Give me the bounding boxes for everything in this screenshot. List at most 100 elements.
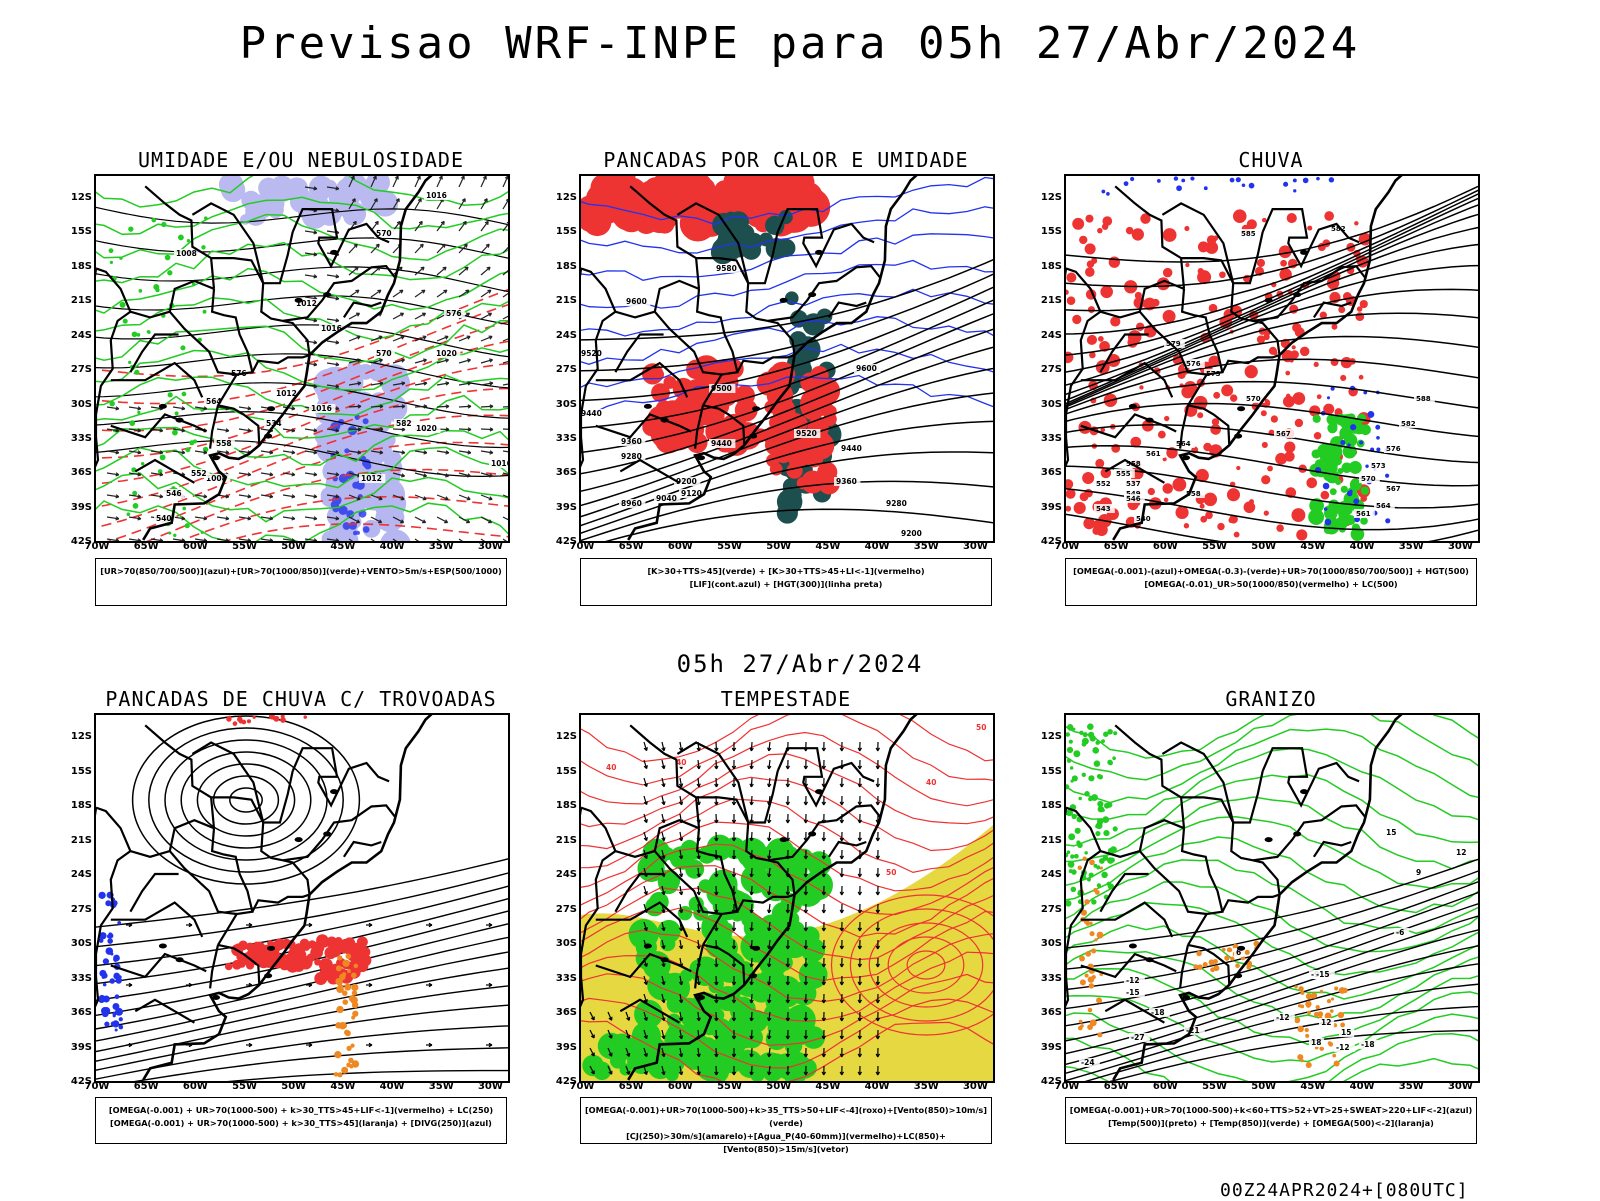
shade-cell	[1316, 177, 1320, 181]
contour-line	[96, 1026, 508, 1082]
legend-line: [OMEGA(-0.01)_UR>50(1000/850)(vermelho) …	[1066, 578, 1476, 591]
contour-label: 8960	[621, 499, 642, 508]
map-canvas: 9580960095209440936092809200912090408960…	[581, 176, 993, 541]
shade-cell	[1083, 732, 1088, 737]
shade-cell	[226, 716, 231, 721]
contour-label: -15	[1316, 970, 1330, 979]
lake-mark	[644, 404, 652, 409]
shade-cell	[1098, 336, 1104, 342]
shade-cell	[1306, 478, 1317, 489]
shade-cell	[1295, 985, 1298, 988]
contour-label: 540	[156, 514, 172, 523]
map-panel-trovoadas	[94, 713, 510, 1083]
shade-cell	[1157, 179, 1161, 183]
wind-arrow	[371, 290, 381, 297]
shade-cell	[1205, 511, 1213, 519]
legend-line: [OMEGA(-0.001) + UR>70(1000-500) + k>30_…	[96, 1117, 506, 1130]
shade-cell	[1107, 857, 1114, 864]
shade-cell	[1071, 869, 1076, 874]
border-line	[130, 874, 178, 912]
shade-cell	[161, 222, 166, 227]
shade-cell	[1262, 442, 1268, 448]
shade-cell	[1261, 475, 1270, 484]
lake-mark	[1182, 455, 1190, 460]
shade-cell	[1069, 740, 1073, 744]
contour-label: -6	[1396, 928, 1404, 937]
lat-tick-label: 27S	[1034, 904, 1062, 915]
lat-tick-label: 36S	[549, 467, 577, 478]
shade-cell	[127, 512, 131, 516]
shade-cell	[1099, 858, 1105, 864]
contour-label: 555	[1116, 470, 1131, 478]
contour-label: 564	[1376, 502, 1391, 510]
shade-cell	[352, 482, 359, 489]
shade-cell	[658, 874, 679, 895]
shade-cell	[134, 370, 139, 375]
lat-tick-label: 15S	[1034, 226, 1062, 237]
shade-cell	[1112, 756, 1116, 760]
shade-cell	[1067, 296, 1076, 305]
shade-cell	[1316, 1005, 1320, 1009]
shade-cell	[1163, 310, 1176, 323]
contour-label: 9280	[886, 499, 907, 508]
shade-cell	[104, 1021, 109, 1026]
shade-cell	[1334, 458, 1341, 465]
wind-arrow	[503, 313, 508, 319]
shade-cell	[1340, 440, 1345, 445]
shade-cell	[338, 1072, 343, 1077]
shade-cell	[1375, 425, 1380, 430]
shade-cell	[1190, 176, 1194, 180]
shade-cell	[1124, 181, 1129, 186]
wind-arrow	[371, 539, 381, 541]
shade-cell	[1103, 830, 1109, 836]
lat-tick-label: 21S	[64, 295, 92, 306]
shade-cell	[1070, 854, 1074, 858]
contour-line	[96, 1071, 508, 1081]
lake-mark	[159, 944, 167, 949]
shade-cell	[1342, 988, 1348, 994]
contour-label: -12	[1336, 1043, 1350, 1052]
shade-cell	[1130, 177, 1134, 181]
shade-cell	[1163, 268, 1172, 277]
shade-cell	[1162, 483, 1173, 494]
shade-cell	[110, 952, 113, 955]
shade-cell	[1066, 479, 1073, 489]
lake-mark	[1146, 957, 1154, 962]
contour-label: 9200	[901, 529, 922, 538]
shade-cell	[1068, 726, 1073, 731]
shade-cell	[246, 943, 254, 951]
lake-mark	[330, 250, 338, 255]
wind-arrow	[503, 336, 508, 341]
shade-cell	[586, 183, 617, 214]
shade-cell	[292, 960, 304, 972]
contour-label: 558	[216, 439, 232, 448]
lake-mark	[752, 946, 760, 951]
panel-title-chuva: CHUVA	[1065, 148, 1477, 172]
contour-label: 546	[166, 489, 182, 498]
shade-cell	[1262, 218, 1267, 223]
contour-label: 1008	[176, 249, 197, 258]
shade-cell	[115, 1008, 123, 1016]
shade-cell	[1087, 1024, 1093, 1030]
contour-label: 50	[886, 868, 896, 877]
shade-cell	[1353, 498, 1359, 504]
shade-cell	[128, 361, 131, 364]
shade-cell	[1314, 432, 1322, 440]
shade-cell	[351, 984, 358, 991]
shade-cell	[1102, 816, 1109, 823]
contour-line	[1066, 359, 1478, 413]
wind-arrow	[393, 290, 403, 297]
shade-cell	[258, 178, 279, 199]
shade-cell	[1067, 850, 1071, 854]
shade-cell	[1217, 523, 1224, 530]
shade-cell	[1338, 508, 1350, 520]
lake-mark	[295, 837, 303, 842]
lake-mark	[697, 995, 705, 1000]
contour-label: -27	[1131, 1033, 1145, 1042]
lat-tick-label: 15S	[1034, 766, 1062, 777]
shade-cell	[1261, 410, 1267, 416]
shade-cell	[112, 1020, 119, 1027]
shade-cell	[141, 462, 144, 465]
shade-cell	[1135, 292, 1142, 299]
shade-cell	[342, 972, 346, 976]
